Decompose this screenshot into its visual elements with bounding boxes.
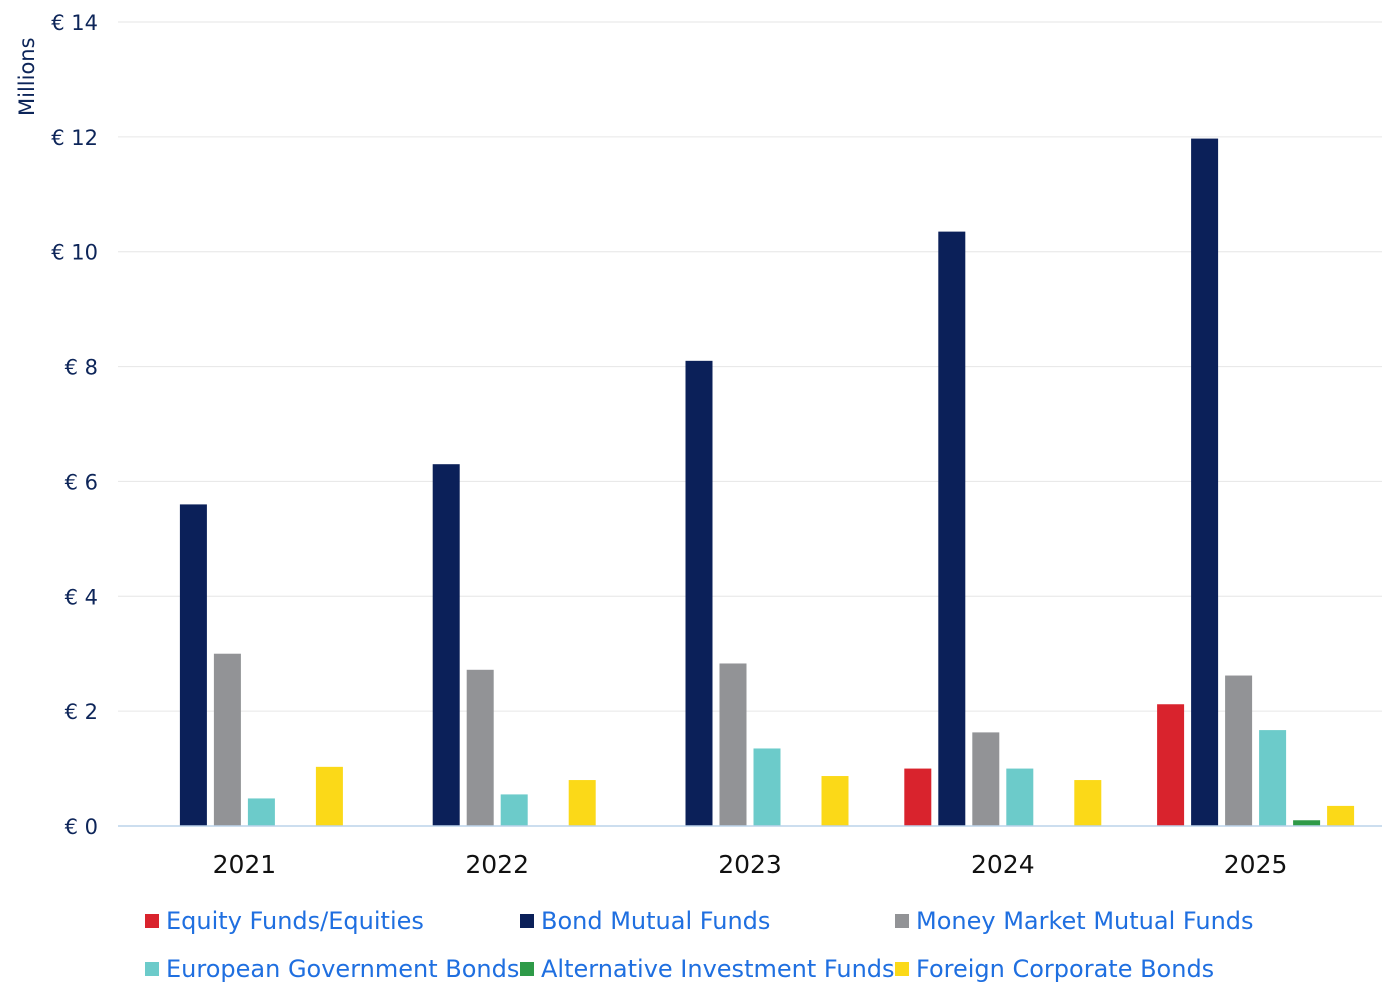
- bar-2021-1: [179, 504, 207, 826]
- bar-2024-0: [904, 768, 932, 826]
- bar-2022-5: [568, 780, 596, 826]
- y-tick-label: € 14: [51, 11, 98, 35]
- x-tick-label: 2023: [718, 850, 782, 879]
- x-tick-label: 2022: [465, 850, 529, 879]
- bar-2023-3: [753, 748, 781, 826]
- y-axis-label: Millions: [15, 37, 39, 116]
- bar-2021-5: [315, 766, 343, 826]
- y-tick-label: € 12: [51, 126, 98, 150]
- bar-2025-2: [1225, 675, 1253, 826]
- y-tick-label: € 8: [65, 356, 98, 380]
- bars: [179, 138, 1355, 827]
- bar-2023-5: [821, 776, 849, 826]
- y-tick-label: € 4: [65, 585, 98, 609]
- bar-2025-5: [1327, 805, 1355, 826]
- gridlines: [118, 21, 1382, 712]
- bar-2021-2: [213, 653, 241, 826]
- bar-2021-3: [247, 798, 275, 826]
- bar-2024-5: [1074, 780, 1102, 826]
- bar-2022-1: [432, 464, 460, 826]
- x-axis-ticks: 2021 2022 2023 2024 2025: [213, 850, 1288, 879]
- bar-2025-1: [1191, 138, 1219, 826]
- x-tick-label: 2024: [971, 850, 1035, 879]
- bar-2024-1: [938, 231, 966, 827]
- bar-2025-4: [1293, 820, 1321, 826]
- y-axis-ticks: € 0 € 2 € 4 € 6 € 8 € 10 € 12 € 14: [51, 11, 98, 839]
- bar-2024-3: [1006, 768, 1034, 826]
- bar-2024-2: [972, 732, 1000, 826]
- y-tick-label: € 10: [51, 241, 98, 265]
- bar-2022-3: [500, 794, 528, 826]
- y-tick-label: € 6: [65, 470, 98, 494]
- y-tick-label: € 2: [65, 700, 98, 724]
- bar-2025-0: [1157, 704, 1185, 826]
- y-tick-label: € 0: [65, 815, 98, 839]
- x-tick-label: 2021: [213, 850, 277, 879]
- bar-2023-2: [719, 663, 747, 826]
- bar-2022-2: [466, 669, 494, 826]
- x-tick-label: 2025: [1224, 850, 1288, 879]
- bar-2023-1: [685, 360, 713, 826]
- bar-2025-3: [1259, 730, 1287, 826]
